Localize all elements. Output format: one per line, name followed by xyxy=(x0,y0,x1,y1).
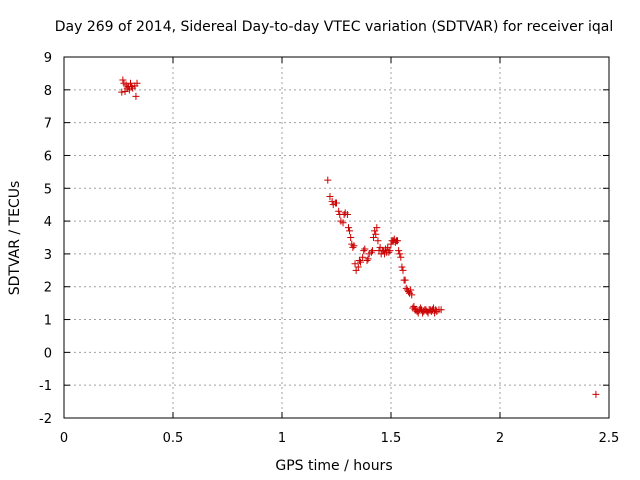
x-tick-label: 0 xyxy=(60,431,68,446)
data-point xyxy=(133,79,141,87)
data-point xyxy=(343,211,351,219)
data-point xyxy=(339,219,347,227)
data-point xyxy=(360,247,368,255)
data-point xyxy=(359,253,367,261)
data-point xyxy=(335,207,343,215)
data-point xyxy=(373,224,381,232)
data-point xyxy=(397,253,405,261)
data-point xyxy=(385,248,393,256)
y-tick-label: 0 xyxy=(44,346,52,361)
data-points xyxy=(118,76,600,398)
data-point xyxy=(367,248,375,256)
y-tick-label: 6 xyxy=(44,149,52,164)
data-point xyxy=(437,306,445,314)
data-point xyxy=(395,247,403,255)
y-axis-label: SDTVAR / TECUs xyxy=(7,181,23,296)
plot-frame xyxy=(63,56,610,419)
x-axis-label: GPS time / hours xyxy=(275,458,392,474)
data-point xyxy=(361,245,369,253)
data-point xyxy=(119,76,127,84)
y-axis: -2 -1 0 1 2 3 4 5 6 7 8 9 xyxy=(39,51,609,427)
data-point xyxy=(118,88,126,96)
data-point xyxy=(386,247,394,255)
data-point xyxy=(350,242,358,250)
data-point xyxy=(344,224,352,232)
data-point xyxy=(349,243,357,251)
data-point xyxy=(407,286,415,294)
data-point xyxy=(326,192,334,200)
data-point xyxy=(398,263,406,271)
data-point xyxy=(394,237,402,245)
data-point xyxy=(356,258,364,266)
data-point xyxy=(328,197,336,205)
data-point xyxy=(333,199,340,207)
data-point xyxy=(399,266,407,274)
data-point xyxy=(368,247,376,255)
data-point xyxy=(132,92,140,100)
grid-lines xyxy=(64,57,609,418)
data-point xyxy=(346,227,354,235)
x-tick-label: 1.5 xyxy=(381,431,402,446)
data-point xyxy=(126,79,134,87)
data-point xyxy=(372,230,380,238)
data-point xyxy=(355,256,363,264)
y-tick-label: 8 xyxy=(44,84,52,99)
x-tick-label: 1 xyxy=(278,431,286,446)
data-point xyxy=(363,256,371,264)
chart-title: Day 269 of 2014, Sidereal Day-to-day VTE… xyxy=(55,19,613,35)
x-tick-label: 2 xyxy=(496,431,504,446)
data-point xyxy=(396,250,404,258)
data-point xyxy=(401,276,409,284)
x-tick-label: 0.5 xyxy=(163,431,184,446)
data-point xyxy=(374,237,382,245)
data-point xyxy=(347,234,355,241)
data-point xyxy=(351,260,359,268)
data-point xyxy=(128,83,136,91)
y-tick-label: -1 xyxy=(39,379,52,394)
data-point xyxy=(364,255,372,263)
y-tick-label: 1 xyxy=(44,314,52,329)
y-tick-label: 4 xyxy=(44,215,52,230)
y-tick-label: 2 xyxy=(44,281,52,296)
y-tick-label: 3 xyxy=(44,248,52,263)
data-point xyxy=(354,263,362,271)
y-tick-label: 9 xyxy=(44,51,52,66)
data-point xyxy=(416,304,424,312)
y-tick-label: 7 xyxy=(44,117,52,132)
y-tick-label: -2 xyxy=(39,412,52,427)
x-tick-label: 2.5 xyxy=(599,431,620,446)
y-tick-label: 5 xyxy=(44,182,52,197)
data-point xyxy=(324,176,332,184)
data-point xyxy=(592,390,600,398)
data-point xyxy=(408,291,416,299)
x-axis: 0 0.5 1 1.5 2 2.5 xyxy=(60,57,619,446)
